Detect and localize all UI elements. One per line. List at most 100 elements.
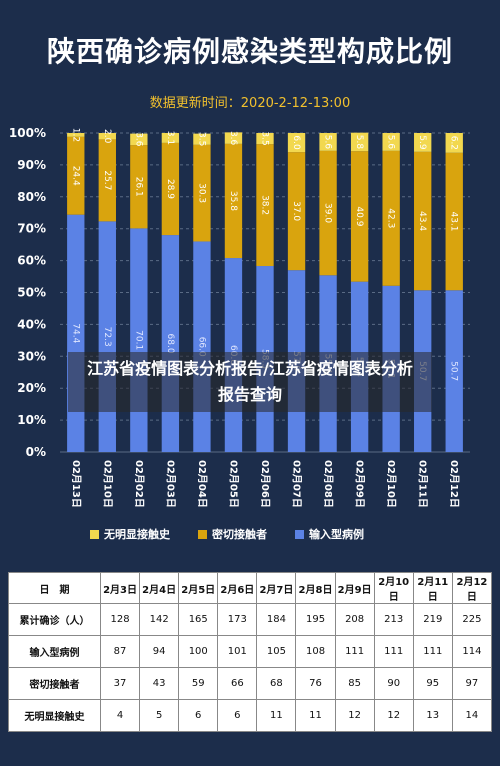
table-header-cell: 2月12日 bbox=[451, 572, 493, 604]
table-header-cell: 2月7日 bbox=[256, 572, 297, 604]
table-row: 累计确诊（人） 128 142 165 173 184 195 208 213 219 225 bbox=[8, 603, 493, 636]
data-label: 1.2 bbox=[70, 128, 80, 142]
table-cell: 5 bbox=[139, 699, 180, 732]
table-cell: 76 bbox=[295, 667, 336, 700]
bar-segment bbox=[67, 136, 85, 215]
x-tick-label: 02月09日 bbox=[354, 460, 366, 508]
bar-segment bbox=[350, 151, 369, 282]
legend-swatch-imported bbox=[295, 529, 304, 539]
table-row-header: 输入型病例 bbox=[8, 635, 101, 668]
table-cell: 142 bbox=[139, 603, 180, 636]
data-label: 42.3 bbox=[386, 208, 396, 228]
table-cell: 43 bbox=[139, 667, 180, 700]
bar-segment bbox=[224, 132, 243, 144]
bar-segment bbox=[256, 144, 274, 267]
table-header-cell: 2月6日 bbox=[217, 572, 258, 604]
table-row: 密切接触者 37 43 59 66 68 76 85 90 95 97 bbox=[8, 667, 493, 700]
table-cell: 184 bbox=[256, 603, 297, 636]
bar-segment bbox=[287, 152, 306, 271]
table-cell: 100 bbox=[178, 635, 219, 668]
bar-segment bbox=[193, 133, 211, 145]
y-tick-label: 40% bbox=[17, 317, 46, 331]
x-tick-label: 02月10日 bbox=[101, 460, 113, 508]
y-tick-label: 10% bbox=[17, 413, 46, 427]
table-header-cell: 2月10日 bbox=[373, 572, 414, 604]
x-tick-label: 02月04日 bbox=[196, 460, 208, 508]
table-cell: 105 bbox=[256, 635, 297, 668]
data-label: 74.4 bbox=[70, 323, 80, 343]
data-label: 40.9 bbox=[354, 206, 364, 226]
data-label: 50.7 bbox=[449, 361, 459, 381]
bar-segment bbox=[224, 143, 243, 259]
data-label: 30.3 bbox=[196, 183, 206, 203]
table-header-cell: 2月11日 bbox=[412, 572, 453, 604]
bar-segment bbox=[193, 144, 211, 242]
x-tick-label: 02月07日 bbox=[291, 460, 303, 508]
bar-segment bbox=[256, 133, 274, 145]
bar-segment bbox=[382, 133, 400, 151]
legend-label-contact: 密切接触者 bbox=[212, 528, 267, 541]
table-cell: 111 bbox=[412, 635, 453, 668]
legend-label-imported: 输入型病例 bbox=[309, 528, 364, 541]
y-tick-label: 90% bbox=[17, 158, 46, 172]
bar-segment bbox=[414, 151, 432, 291]
data-label: 3.6 bbox=[228, 131, 238, 146]
y-tick-label: 0% bbox=[26, 445, 46, 459]
bar-segment bbox=[67, 133, 85, 137]
data-label: 28.9 bbox=[165, 179, 175, 199]
update-time: 数据更新时间：2020-2-12-13:00 bbox=[149, 96, 351, 111]
data-label: 35.8 bbox=[228, 191, 238, 211]
data-label: 66.0 bbox=[196, 337, 206, 357]
bar-segment bbox=[382, 150, 400, 286]
data-label: 5.6 bbox=[386, 135, 396, 150]
table-cell: 208 bbox=[334, 603, 375, 636]
table-cell: 165 bbox=[178, 603, 219, 636]
table-header-row: 日 期 2月3日 2月4日 2月5日 2月6日 2月7日 2月8日 2月9日 2月10日 2月11… bbox=[8, 572, 493, 604]
bar-segment bbox=[161, 142, 180, 236]
table-row-header: 密切接触者 bbox=[8, 667, 101, 700]
bar-segment bbox=[161, 133, 180, 143]
bar-segment bbox=[319, 133, 337, 151]
legend-item-unknown: 无明显接触史 bbox=[90, 526, 170, 542]
legend-swatch-contact bbox=[198, 529, 207, 539]
chart-title: 陕西确诊病例感染类型构成比例 bbox=[46, 35, 453, 68]
table-cell: 66 bbox=[217, 667, 258, 700]
table-cell: 12 bbox=[334, 699, 375, 732]
data-label: 43.1 bbox=[449, 211, 459, 231]
table-cell: 14 bbox=[451, 699, 493, 732]
table-body: 累计确诊（人） 128 142 165 173 184 195 208 213 219 225 输入型… bbox=[8, 603, 493, 732]
overlay-text: 江苏省疫情图表分析报告/江苏省疫情图表分析报告查询 bbox=[87, 359, 413, 404]
table-cell: 128 bbox=[99, 603, 141, 636]
bar-segment bbox=[350, 132, 369, 152]
table-header-cell: 2月3日 bbox=[99, 572, 141, 604]
table-cell: 4 bbox=[99, 699, 141, 732]
data-label: 68.0 bbox=[165, 334, 175, 354]
data-label: 2.0 bbox=[102, 129, 112, 144]
bar-segment bbox=[98, 133, 116, 140]
x-tick-label: 02月02日 bbox=[133, 460, 145, 508]
data-label: 3.5 bbox=[196, 132, 206, 146]
table-cell: 87 bbox=[99, 635, 141, 668]
bar-segment bbox=[445, 152, 463, 291]
y-tick-label: 100% bbox=[9, 126, 46, 140]
table-header-cell: 日 期 bbox=[8, 572, 101, 604]
bar-segment bbox=[130, 145, 148, 229]
table-cell: 68 bbox=[256, 667, 297, 700]
table-cell: 90 bbox=[373, 667, 414, 700]
data-table: 日 期 2月3日 2月4日 2月5日 2月6日 2月7日 2月8日 2月9日 2月10日 2月11… bbox=[8, 572, 493, 732]
table-row-header: 无明显接触史 bbox=[8, 699, 101, 732]
data-label: 24.4 bbox=[70, 166, 80, 186]
x-tick-label: 02月05日 bbox=[227, 460, 239, 508]
y-tick-label: 30% bbox=[17, 349, 46, 363]
y-tick-label: 60% bbox=[17, 254, 46, 268]
x-tick-label: 02月06日 bbox=[259, 460, 271, 508]
table-cell: 111 bbox=[373, 635, 414, 668]
table-cell: 225 bbox=[451, 603, 493, 636]
data-label: 38.2 bbox=[260, 195, 270, 215]
table-cell: 111 bbox=[334, 635, 375, 668]
bar-segment bbox=[445, 290, 463, 452]
table-header-cell: 2月8日 bbox=[295, 572, 336, 604]
bar-segment bbox=[319, 150, 337, 276]
data-label: 39.0 bbox=[323, 203, 333, 223]
table-cell: 95 bbox=[412, 667, 453, 700]
